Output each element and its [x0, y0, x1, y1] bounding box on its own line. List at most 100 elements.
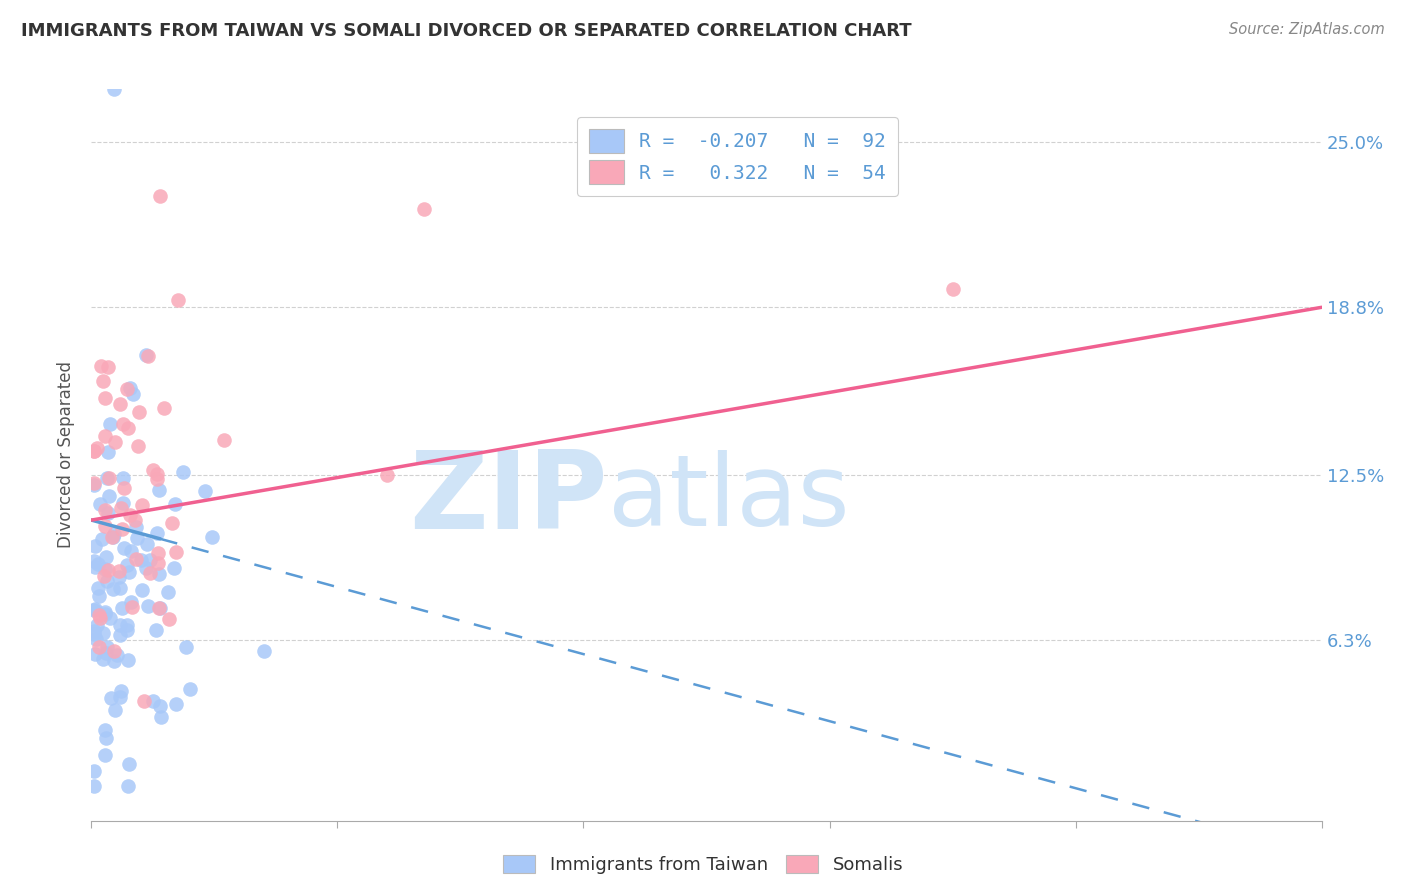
Point	[148, 567, 170, 582]
Point	[94, 519, 117, 533]
Point	[128, 405, 150, 419]
Point	[93, 391, 115, 405]
Point	[179, 681, 201, 696]
Point	[165, 697, 187, 711]
Point	[83, 554, 105, 568]
Point	[94, 607, 117, 622]
Point	[117, 618, 139, 632]
Point	[110, 397, 132, 411]
Point	[83, 779, 105, 793]
Point	[98, 611, 121, 625]
Point	[131, 583, 153, 598]
Point	[149, 709, 172, 723]
Point	[174, 640, 197, 654]
Point	[117, 653, 139, 667]
Point	[163, 561, 186, 575]
Point	[97, 506, 120, 520]
Point	[97, 490, 120, 504]
Point	[115, 623, 138, 637]
Point	[110, 500, 132, 515]
Point	[87, 557, 110, 571]
Point	[149, 699, 172, 714]
Point	[131, 498, 153, 512]
Point	[111, 471, 134, 485]
Point	[412, 202, 434, 216]
Point	[108, 628, 131, 642]
Point	[201, 530, 224, 544]
Point	[108, 581, 131, 595]
Point	[107, 569, 129, 583]
Point	[166, 293, 188, 308]
Point	[98, 471, 121, 485]
Point	[89, 607, 111, 622]
Point	[152, 401, 174, 415]
Point	[84, 632, 107, 646]
Point	[375, 467, 398, 482]
Point	[112, 481, 135, 495]
Point	[96, 471, 118, 485]
Point	[100, 417, 122, 432]
Point	[93, 374, 115, 388]
Point	[112, 541, 135, 556]
Point	[149, 601, 172, 615]
Point	[253, 644, 276, 658]
Point	[157, 612, 180, 626]
Point	[148, 556, 170, 570]
Point	[83, 477, 105, 491]
Point	[148, 483, 170, 497]
Point	[87, 589, 110, 603]
Point	[93, 569, 115, 583]
Point	[212, 433, 235, 447]
Point	[103, 82, 125, 96]
Point	[94, 747, 117, 762]
Point	[93, 652, 115, 666]
Point	[96, 574, 118, 588]
Point	[117, 383, 139, 397]
Point	[145, 472, 167, 486]
Legend: R =  -0.207   N =  92, R =   0.322   N =  54: R = -0.207 N = 92, R = 0.322 N = 54	[576, 117, 897, 195]
Point	[94, 562, 117, 576]
Point	[135, 560, 157, 574]
Point	[172, 465, 194, 479]
Point	[118, 756, 141, 771]
Text: atlas: atlas	[607, 450, 849, 548]
Point	[83, 476, 105, 491]
Point	[107, 564, 129, 578]
Point	[149, 188, 172, 202]
Point	[101, 530, 124, 544]
Point	[146, 545, 169, 559]
Point	[139, 566, 162, 581]
Point	[87, 581, 110, 595]
Point	[86, 441, 108, 455]
Point	[104, 703, 127, 717]
Point	[165, 545, 187, 559]
Point	[124, 519, 146, 533]
Point	[142, 462, 165, 476]
Point	[83, 603, 105, 617]
Point	[97, 564, 120, 578]
Point	[83, 764, 105, 779]
Legend: Immigrants from Taiwan, Somalis: Immigrants from Taiwan, Somalis	[494, 846, 912, 883]
Point	[112, 495, 135, 509]
Text: Source: ZipAtlas.com: Source: ZipAtlas.com	[1229, 22, 1385, 37]
Point	[118, 566, 141, 580]
Point	[108, 690, 131, 705]
Point	[145, 467, 167, 481]
Point	[90, 359, 112, 373]
Point	[139, 553, 162, 567]
Point	[156, 584, 179, 599]
Y-axis label: Divorced or Separated: Divorced or Separated	[58, 361, 76, 549]
Text: ZIP: ZIP	[409, 446, 607, 552]
Point	[94, 605, 117, 619]
Point	[96, 646, 118, 660]
Point	[94, 731, 117, 745]
Point	[91, 533, 114, 547]
Point	[84, 602, 107, 616]
Point	[127, 439, 149, 453]
Point	[145, 623, 167, 637]
Point	[136, 599, 159, 614]
Point	[115, 558, 138, 572]
Point	[117, 421, 139, 435]
Point	[83, 624, 105, 638]
Point	[89, 611, 111, 625]
